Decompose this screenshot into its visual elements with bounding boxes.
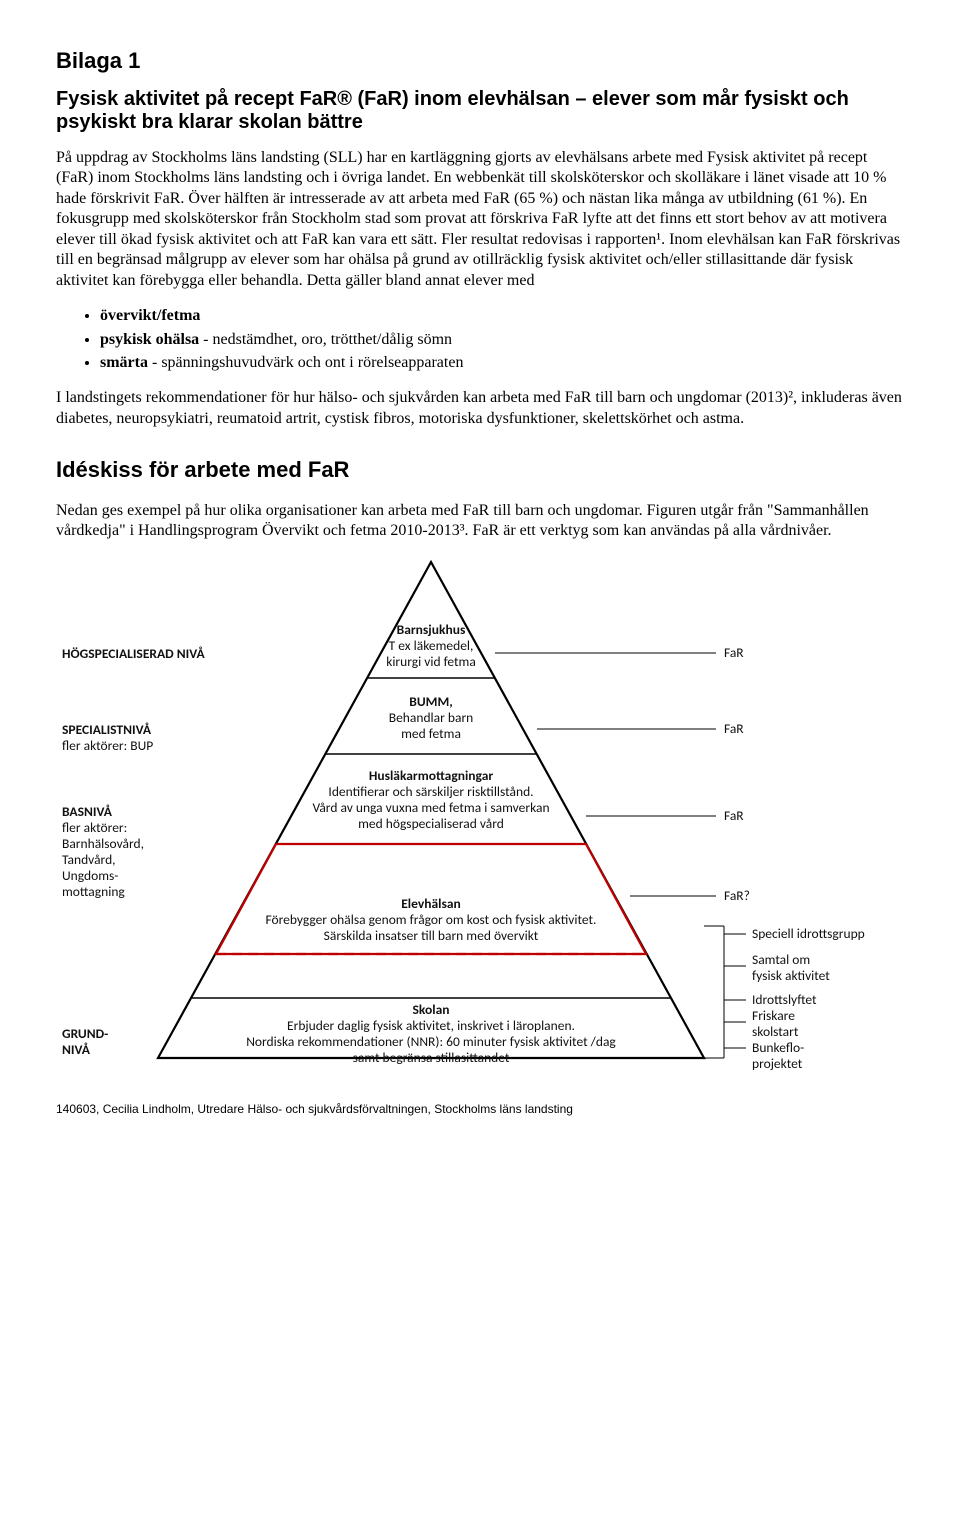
right-note-2: fysisk aktivitet bbox=[752, 968, 830, 984]
appendix-heading: Bilaga 1 bbox=[56, 48, 904, 74]
condition-list: övervikt/fetma psykisk ohälsa - nedstämd… bbox=[56, 305, 904, 374]
center-line-1-0: Behandlar barn bbox=[331, 710, 531, 726]
right-note-3: Idrottslyftet bbox=[752, 992, 817, 1008]
right-note-1: Samtal om bbox=[752, 952, 810, 968]
level-label-base: BASNIVÅ bbox=[62, 804, 112, 820]
level-sub-base-2: Tandvård, bbox=[62, 852, 116, 868]
level-label-ground-2: NIVÅ bbox=[62, 1042, 90, 1058]
document-title: Fysisk aktivitet på recept FaR® (FaR) in… bbox=[56, 88, 904, 134]
center-line-0-1: kirurgi vid fetma bbox=[331, 654, 531, 670]
center-line-4-2: samt begränsa stillasittandet bbox=[176, 1050, 686, 1066]
right-note-4: Friskare bbox=[752, 1008, 795, 1024]
list-item: psykisk ohälsa - nedstämdhet, oro, trött… bbox=[100, 329, 904, 351]
level-sub-base-3: Ungdoms- bbox=[62, 868, 118, 884]
center-line-4-1: Nordiska rekommendationer (NNR): 60 minu… bbox=[176, 1034, 686, 1050]
far-label-3: FaR? bbox=[724, 888, 750, 904]
center-line-4-0: Erbjuder daglig fysisk aktivitet, inskri… bbox=[176, 1018, 686, 1034]
level-label-specialist: SPECIALISTNIVÅ bbox=[62, 722, 151, 738]
sketch-heading: Idéskiss för arbete med FaR bbox=[56, 457, 904, 483]
right-note-0: Speciell idrottsgrupp bbox=[752, 926, 865, 942]
list-term: psykisk ohälsa bbox=[100, 331, 199, 348]
list-term: smärta bbox=[100, 354, 148, 371]
center-line-0-0: T ex läkemedel, bbox=[331, 638, 531, 654]
list-term: övervikt/fetma bbox=[100, 307, 200, 324]
level-sub-specialist: fler aktörer: BUP bbox=[62, 738, 153, 754]
far-label-1: FaR bbox=[724, 721, 744, 737]
center-title-4: Skolan bbox=[176, 1002, 686, 1018]
recommendations-paragraph: I landstingets rekommendationer för hur … bbox=[56, 388, 904, 429]
right-note-7: projektet bbox=[752, 1056, 802, 1072]
far-label-2: FaR bbox=[724, 808, 744, 824]
care-pyramid-diagram: HÖGSPECIALISERAD NIVÅ SPECIALISTNIVÅ fle… bbox=[56, 556, 886, 1078]
center-line-2-2: med högspecialiserad vård bbox=[251, 816, 611, 832]
list-item: övervikt/fetma bbox=[100, 305, 904, 327]
center-title-1: BUMM, bbox=[331, 694, 531, 710]
center-title-2: Husläkarmottagningar bbox=[251, 768, 611, 784]
center-line-2-0: Identifierar och särskiljer risktillstån… bbox=[251, 784, 611, 800]
level-sub-base-1: Barnhälsovård, bbox=[62, 836, 144, 852]
list-item: smärta - spänningshuvudvärk och ont i rö… bbox=[100, 352, 904, 374]
list-rest: - spänningshuvudvärk och ont i rörelseap… bbox=[148, 354, 463, 371]
center-line-3-0: Förebygger ohälsa genom frågor om kost o… bbox=[206, 912, 656, 928]
level-sub-base-4: mottagning bbox=[62, 884, 125, 900]
right-note-5: skolstart bbox=[752, 1024, 798, 1040]
center-line-1-1: med fetma bbox=[331, 726, 531, 742]
sketch-paragraph: Nedan ges exempel på hur olika organisat… bbox=[56, 501, 904, 542]
intro-paragraph: På uppdrag av Stockholms läns landsting … bbox=[56, 148, 904, 291]
far-label-0: FaR bbox=[724, 645, 744, 661]
level-sub-base-0: fler aktörer: bbox=[62, 820, 127, 836]
center-title-0: Barnsjukhus bbox=[331, 622, 531, 638]
level-label-high: HÖGSPECIALISERAD NIVÅ bbox=[62, 646, 205, 662]
center-line-3-1: Särskilda insatser till barn med övervik… bbox=[206, 928, 656, 944]
list-rest: - nedstämdhet, oro, trötthet/dålig sömn bbox=[199, 331, 452, 348]
right-note-6: Bunkeflo- bbox=[752, 1040, 804, 1056]
center-line-2-1: Vård av unga vuxna med fetma i samverkan bbox=[251, 800, 611, 816]
center-title-3: Elevhälsan bbox=[206, 896, 656, 912]
level-label-ground-1: GRUND- bbox=[62, 1026, 108, 1042]
page-footer: 140603, Cecilia Lindholm, Utredare Hälso… bbox=[56, 1102, 904, 1116]
